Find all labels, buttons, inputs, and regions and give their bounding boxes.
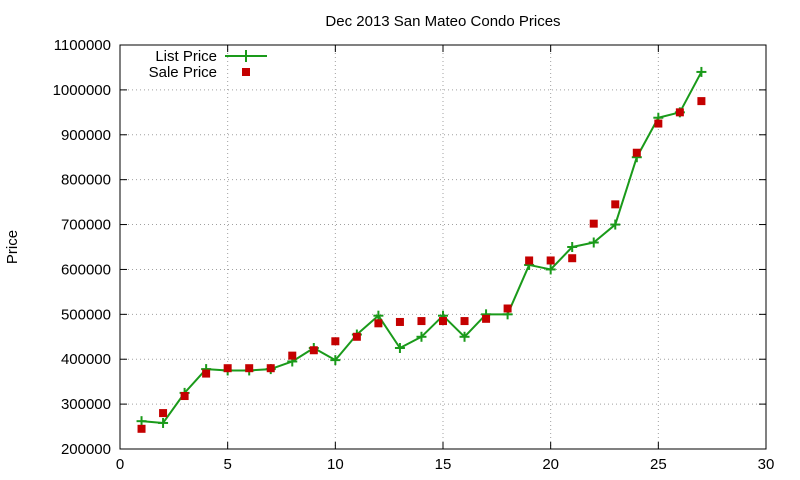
data-point-list-price [610,219,621,230]
axis-ticks [119,44,767,450]
data-point-sale-price [374,319,383,328]
data-point-list-price [545,264,556,275]
y-tick-label: 200000 [61,441,111,458]
legend-marker-list-price [240,50,252,62]
data-point-sale-price [137,424,146,433]
data-point-sale-price [417,317,426,326]
data-point-sale-price [352,332,361,341]
x-tick-label: 15 [435,456,452,473]
data-point-sale-price [309,346,318,355]
data-point-sale-price [697,97,706,106]
data-point-list-price [416,331,427,342]
data-point-list-price [459,331,470,342]
legend: List Price Sale Price [149,48,267,81]
data-point-sale-price [288,351,297,360]
data-point-list-price [158,417,169,428]
data-point-sale-price [266,364,275,373]
data-point-list-price [567,242,578,252]
series-list-price [136,66,707,428]
y-tick-label: 900000 [61,127,111,144]
data-point-list-price [696,66,707,77]
y-tick-label: 1100000 [54,37,111,54]
data-point-sale-price [675,108,684,117]
data-point-sale-price [611,200,620,209]
data-point-sale-price [331,337,340,346]
legend-marker-sale-price [242,68,250,76]
data-point-sale-price [460,317,469,326]
data-point-sale-price [568,254,577,263]
legend-label-list-price: List Price [155,48,217,65]
data-point-sale-price [654,119,663,128]
data-point-sale-price [439,317,447,326]
data-point-sale-price [159,409,168,418]
x-tick-label: 5 [223,456,231,473]
y-tick-label: 800000 [61,172,111,189]
chart-title: Dec 2013 San Mateo Condo Prices [325,13,560,30]
data-point-sale-price [180,392,189,401]
data-point-sale-price [589,219,598,228]
data-point-list-price [394,343,405,353]
x-tick-label: 20 [542,456,559,473]
data-point-sale-price [546,256,555,265]
x-tick-label: 25 [650,456,667,473]
series-sale-price [137,97,706,433]
y-axis-label: Price [4,230,21,264]
data-point-list-price [373,310,384,321]
data-point-sale-price [202,369,211,378]
y-tick-label: 400000 [61,351,111,368]
y-tick-label: 1000000 [53,82,111,99]
x-tick-label: 10 [327,456,344,473]
axis-tick-labels: 200000 300000 400000 500000 600000 700000 8000… [53,37,775,473]
data-point-sale-price [395,317,404,326]
data-point-sale-price [632,148,641,157]
series-layer [136,66,707,433]
legend-label-sale-price: Sale Price [149,64,217,81]
data-point-sale-price [482,314,491,323]
data-point-sale-price [525,256,534,265]
x-tick-label: 30 [758,456,775,473]
data-point-list-price [588,237,599,248]
data-point-sale-price [223,364,232,373]
data-point-list-price [330,355,341,366]
y-tick-label: 600000 [61,261,111,278]
y-tick-label: 300000 [61,396,111,413]
y-tick-label: 700000 [61,217,111,234]
grid-lines [120,45,766,449]
data-point-list-price [136,416,147,427]
x-tick-label: 0 [116,456,124,473]
y-tick-label: 500000 [61,306,111,323]
data-point-sale-price [245,364,254,373]
data-point-sale-price [503,304,512,313]
